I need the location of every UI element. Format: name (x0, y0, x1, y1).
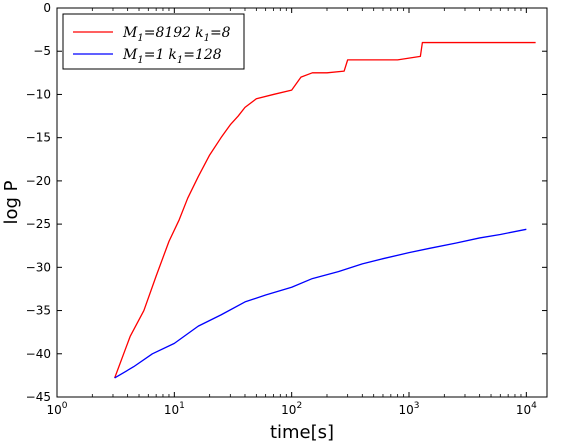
y-tick-label: −40 (26, 347, 51, 361)
series-line-2 (114, 228, 527, 379)
legend-label-2: M1=1 k1=128 (122, 47, 222, 66)
y-tick-label: −30 (26, 260, 51, 274)
y-tick-label: −20 (26, 174, 51, 188)
y-tick-label: −10 (26, 87, 51, 101)
x-tick-label: 102 (281, 401, 302, 417)
y-tick-label: −45 (26, 390, 51, 404)
series-line-1 (114, 41, 536, 379)
x-tick-label: 104 (516, 401, 537, 417)
legend-box (62, 13, 245, 70)
plot-frame (56, 7, 548, 398)
y-tick-label: −35 (26, 304, 51, 318)
y-tick-label: −15 (26, 131, 51, 145)
y-tick-label: −25 (26, 217, 51, 231)
y-tick-label: −5 (33, 44, 51, 58)
x-axis-label: time[s] (270, 422, 334, 443)
ticks-layer: 100 101 102 103 104 0 −5 −10 −15 −20 −25 −30 −35 −40 −… (26, 1, 547, 417)
x-tick-label: 101 (164, 401, 185, 417)
y-axis-label: log P (1, 180, 22, 224)
legend: M1=8192 k1=8 M1=1 k1=128 (62, 13, 245, 70)
y-tick-label: 0 (43, 1, 51, 15)
x-tick-label: 100 (46, 401, 67, 417)
legend-label-1: M1=8192 k1=8 (122, 25, 231, 44)
curves-layer (114, 41, 536, 379)
x-tick-label: 103 (398, 401, 419, 417)
